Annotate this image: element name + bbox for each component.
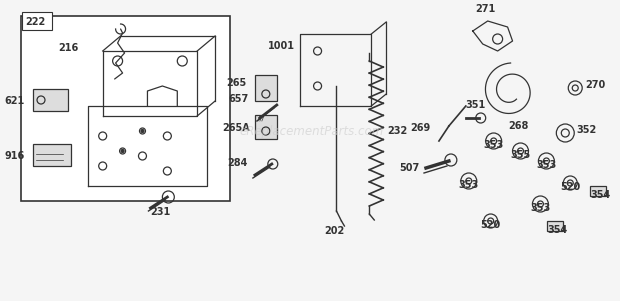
FancyBboxPatch shape (547, 221, 564, 231)
Text: 231: 231 (151, 207, 170, 217)
FancyBboxPatch shape (255, 75, 277, 101)
Text: 222: 222 (25, 17, 45, 27)
Text: 351: 351 (466, 100, 486, 110)
Text: 352: 352 (576, 125, 596, 135)
Text: 507: 507 (399, 163, 419, 173)
Text: 271: 271 (476, 4, 496, 14)
FancyBboxPatch shape (33, 89, 68, 111)
Text: 354: 354 (547, 225, 568, 235)
Text: 657: 657 (229, 94, 249, 104)
FancyBboxPatch shape (255, 115, 277, 139)
Text: 216: 216 (58, 43, 78, 53)
Text: 268: 268 (508, 121, 529, 131)
Text: 202: 202 (324, 226, 345, 236)
FancyBboxPatch shape (33, 144, 71, 166)
FancyBboxPatch shape (22, 12, 52, 30)
Text: 265A: 265A (222, 123, 250, 133)
FancyBboxPatch shape (21, 16, 230, 201)
FancyBboxPatch shape (590, 186, 606, 196)
Text: 1001: 1001 (268, 41, 294, 51)
Text: 353: 353 (536, 160, 557, 170)
Text: 353: 353 (484, 140, 504, 150)
Circle shape (121, 150, 124, 153)
Text: 621: 621 (5, 96, 25, 106)
Text: eReplacementParts.com: eReplacementParts.com (239, 125, 384, 138)
Text: 270: 270 (585, 80, 606, 90)
Text: 232: 232 (388, 126, 407, 136)
Text: 284: 284 (228, 158, 248, 168)
Text: 355: 355 (510, 150, 531, 160)
Text: 354: 354 (590, 190, 611, 200)
Text: 353: 353 (459, 180, 479, 190)
Text: 269: 269 (410, 123, 431, 133)
Text: 265: 265 (227, 78, 247, 88)
Text: 520: 520 (560, 182, 580, 192)
Text: 916: 916 (5, 151, 25, 161)
Circle shape (141, 129, 144, 132)
Text: 353: 353 (531, 203, 551, 213)
Text: 520: 520 (480, 220, 501, 230)
